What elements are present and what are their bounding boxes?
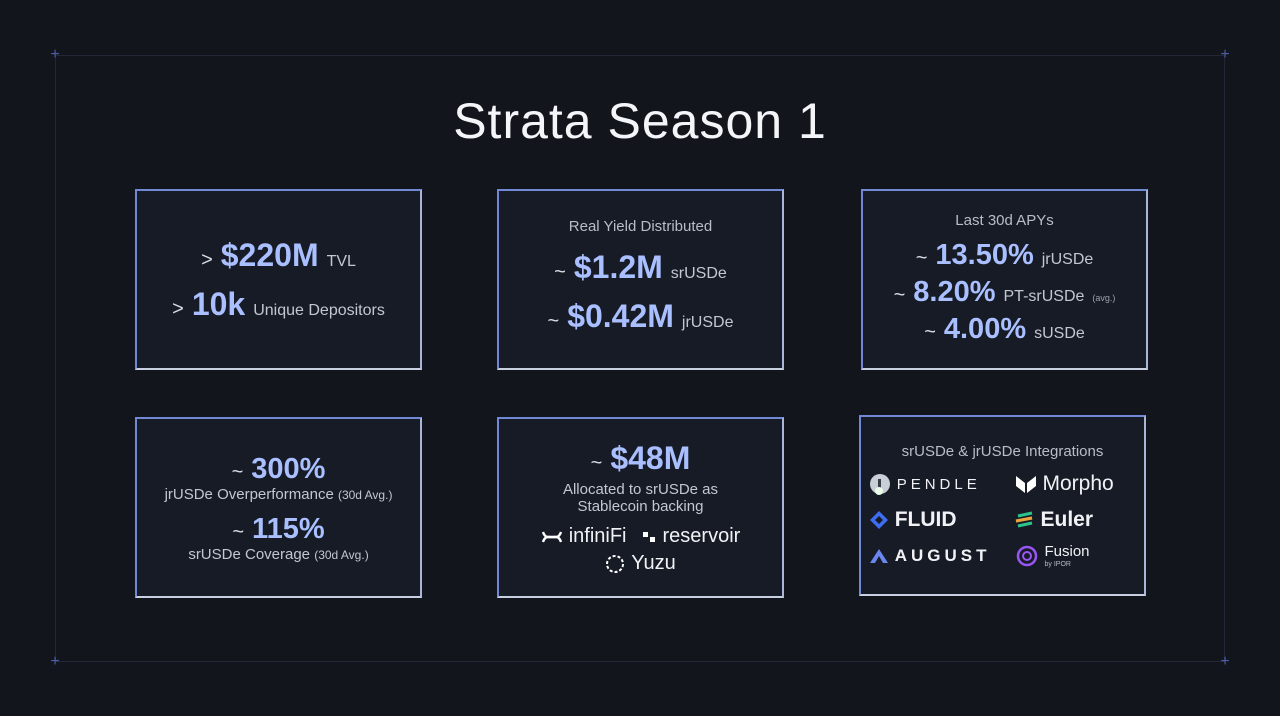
unit: sUSDe (1034, 324, 1085, 342)
prefix: ~ (893, 283, 906, 306)
logo: Yuzu (605, 552, 676, 575)
logo-text: FLUID (894, 508, 957, 531)
logo-icon (606, 554, 625, 573)
logo-icon (869, 549, 888, 563)
caption: srUSDe Coverage (30d Avg.) (188, 546, 368, 563)
logo-text: AUGUST (894, 546, 991, 565)
logo-text: PENDLE (896, 475, 981, 493)
card: ~ $48M Allocated to srUSDe as Stablecoin … (497, 417, 784, 598)
frame (55, 55, 1225, 662)
prefix: ~ (547, 310, 560, 332)
unit: jrUSDe (1041, 250, 1094, 268)
caption-text: jrUSDe Overperformance (164, 485, 334, 503)
stat: ~ $1.2M srUSDe (554, 249, 727, 286)
logo-row: infiniFi reservoir (541, 525, 741, 548)
logo-icon (869, 474, 890, 495)
stat: >10k Unique Depositors (172, 286, 385, 323)
card-heading: srUSDe & jrUSDe Integrations (901, 443, 1104, 460)
stat: ~4.00% sUSDe (924, 313, 1085, 346)
logo: Fusion by IPOR (1015, 544, 1137, 568)
note: (avg.) (1092, 292, 1116, 303)
value: $0.42M (567, 298, 674, 334)
logo-text: infiniFi (568, 525, 627, 547)
logo-text: reservoir (662, 525, 741, 547)
logo-text: Morpho (1042, 472, 1114, 495)
prefix: > (172, 297, 184, 320)
unit: Unique Depositors (253, 301, 385, 319)
logo-icon (1015, 476, 1036, 493)
value: 300% (251, 452, 326, 485)
stat: > $220M TVL (201, 237, 356, 274)
value: $220M (220, 236, 319, 273)
logo-text: Euler (1040, 508, 1094, 531)
logo: AUGUST (869, 546, 991, 566)
note: (30d Avg.) (337, 487, 393, 502)
prefix: > (201, 248, 213, 271)
logo-text: Fusion (1044, 543, 1090, 560)
logo-icon (541, 530, 562, 543)
logo-note: by IPOR (1044, 561, 1071, 568)
card: ~300% jrUSDe Overperformance (30d Avg.) … (135, 417, 422, 598)
logo: infiniFi (541, 525, 627, 548)
value: 13.50% (935, 238, 1034, 271)
logo: reservoir (642, 525, 741, 548)
logo: FLUID (869, 508, 991, 532)
stat: ~115% (232, 513, 324, 546)
stat: ~ $48M (591, 440, 691, 477)
corner: + (1220, 46, 1230, 63)
logo-icon (1016, 545, 1037, 567)
value: $48M (610, 440, 691, 476)
unit: jrUSDe (681, 314, 734, 331)
prefix: ~ (590, 452, 603, 474)
unit: srUSDe (670, 265, 727, 282)
unit: TVL (326, 252, 356, 270)
stat: ~ $0.42M jrUSDe (548, 298, 734, 335)
logo-text: Yuzu (631, 552, 676, 574)
card-heading: Real Yield Distributed (568, 218, 713, 235)
value: $1.2M (573, 249, 663, 285)
caption-text: srUSDe Coverage (188, 545, 311, 563)
corner: + (50, 653, 60, 670)
card: srUSDe & jrUSDe Integrations PENDLE Morp… (859, 415, 1146, 596)
logo-block: Fusion by IPOR (1045, 544, 1090, 568)
logo-icon (1015, 511, 1032, 528)
logo: Morpho (1015, 472, 1137, 496)
logo: PENDLE (869, 473, 991, 495)
logo: Euler (1015, 508, 1137, 532)
note: (30d Avg.) (314, 547, 369, 562)
value: 4.00% (943, 312, 1027, 345)
value: 115% (252, 512, 325, 545)
caption: Allocated to srUSDe as Stablecoin backin… (562, 481, 719, 515)
corner: + (1220, 653, 1230, 670)
unit: PT-srUSDe (1003, 287, 1085, 305)
title: Strata Season 1 (453, 93, 827, 149)
card: Real Yield Distributed ~ $1.2M srUSDe ~ $0.… (497, 189, 784, 370)
card-heading: Last 30d APYs (955, 211, 1054, 229)
card: > $220M TVL >10k Unique Depositors (135, 189, 422, 370)
prefix: ~ (554, 261, 566, 283)
corner: + (50, 46, 60, 63)
prefix: ~ (232, 520, 245, 543)
stat: ~300% (232, 453, 326, 486)
logo-icon (642, 531, 655, 542)
stat: ~13.50% jrUSDe (916, 239, 1094, 272)
caption: jrUSDe Overperformance (30d Avg.) (165, 486, 393, 503)
value: 10k (191, 285, 246, 322)
logo-icon (869, 511, 888, 529)
card: Last 30d APYs ~13.50% jrUSDe ~8.20% PT-srU… (861, 189, 1148, 370)
value: 8.20% (913, 275, 996, 308)
prefix: ~ (231, 460, 244, 483)
logo-grid: PENDLE Morpho FLUID Euler AUGUST Fusion b… (869, 472, 1137, 568)
prefix: ~ (924, 320, 936, 343)
stat: ~8.20% PT-srUSDe (avg.) (894, 276, 1116, 309)
prefix: ~ (915, 246, 928, 269)
